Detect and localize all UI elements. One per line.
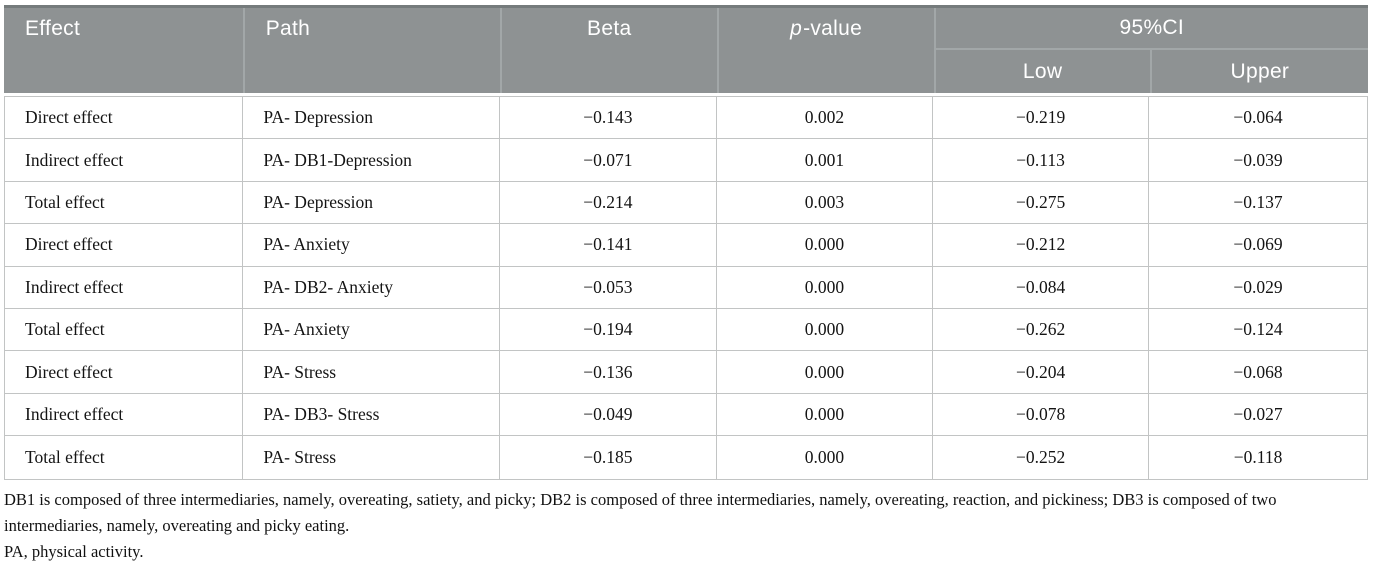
table-cell-p: 0.000: [716, 266, 934, 309]
table-cell-path: PA- Stress: [243, 351, 501, 394]
table-cell-beta: −0.136: [500, 351, 717, 394]
col-header-beta-label: Beta: [587, 17, 632, 40]
table-cell-low: −0.078: [933, 393, 1150, 437]
table-cell-upper: −0.069: [1149, 224, 1367, 267]
table-cell-upper: −0.137: [1149, 182, 1367, 225]
table-cell-beta: −0.053: [500, 266, 717, 309]
col-header-95ci: 95%CI: [933, 8, 1368, 50]
table-cell-p: 0.000: [716, 308, 934, 352]
footnote-db-definitions: DB1 is composed of three intermediaries,…: [4, 489, 1277, 535]
table-cell-p: 0.000: [716, 351, 934, 394]
table-cell-upper: −0.068: [1149, 351, 1367, 394]
col-header-path: Path: [242, 8, 500, 93]
table-cell-beta: −0.194: [500, 308, 717, 352]
table-cell-beta: −0.214: [500, 181, 717, 225]
col-header-upper-label: Upper: [1230, 59, 1290, 83]
table-cell-low: −0.212: [933, 224, 1150, 267]
table-cell-p: 0.000: [717, 436, 934, 479]
table-cell-effect: Indirect effect: [5, 393, 244, 437]
table-cell-path: PA- DB3- Stress: [243, 393, 501, 437]
table-cell-upper: −0.039: [1149, 139, 1367, 182]
table-cell-low: −0.219: [933, 97, 1150, 140]
table-cell-effect: Total effect: [5, 436, 244, 479]
table-cell-low: −0.204: [933, 351, 1150, 394]
table-cell-path: PA- Anxiety: [243, 224, 501, 267]
table-cell-beta: −0.071: [500, 139, 717, 182]
table-cell-effect: Total effect: [5, 308, 244, 352]
table-cell-effect: Direct effect: [5, 351, 244, 394]
col-header-low-label: Low: [1022, 59, 1063, 83]
table-cell-effect: Indirect effect: [5, 266, 244, 309]
col-header-effect-label: Effect: [25, 17, 81, 40]
table-cell-upper: −0.027: [1149, 394, 1367, 437]
table-cell-low: −0.113: [933, 139, 1150, 182]
table-cell-p: 0.003: [716, 181, 934, 225]
table-cell-upper: −0.124: [1149, 309, 1367, 352]
table-cell-beta: −0.049: [500, 393, 717, 437]
table-cell-beta: −0.143: [500, 97, 717, 140]
table-cell-effect: Direct effect: [5, 224, 244, 267]
col-header-beta: Beta: [499, 8, 717, 93]
col-header-effect: Effect: [4, 8, 243, 93]
table-cell-upper: −0.029: [1149, 267, 1367, 309]
col-header-95ci-label: 95%CI: [1119, 16, 1185, 39]
table-cell-path: PA- Depression: [243, 181, 501, 225]
table-cell-beta: −0.185: [500, 436, 717, 479]
col-header-p-value: p -value: [716, 8, 934, 93]
table-cell-effect: Indirect effect: [5, 139, 244, 182]
table-cell-low: −0.275: [933, 181, 1150, 225]
table-cell-effect: Direct effect: [5, 97, 244, 140]
table-cell-upper: −0.118: [1233, 446, 1283, 467]
table-cell-path: PA- Depression: [243, 97, 501, 140]
table-cell-low: −0.262: [933, 308, 1150, 352]
col-header-path-label: Path: [265, 17, 311, 40]
table-cell-effect: Total effect: [5, 181, 244, 225]
table-cell-path: PA- DB1-Depression: [243, 139, 501, 182]
table-cell-path: PA- Anxiety: [243, 308, 501, 352]
col-header-low: Low: [933, 50, 1150, 93]
table-footnotes: DB1 is composed of three intermediaries,…: [4, 487, 1372, 562]
col-header-upper: Upper: [1149, 50, 1368, 93]
footnote-pa-abbreviation: PA, physical activity.: [4, 541, 144, 561]
table-header: Effect Path Beta p -value 95%CI Low Upper: [4, 5, 1368, 93]
table-cell-p: 0.001: [716, 139, 934, 182]
col-header-p-rest: -value: [803, 17, 863, 40]
col-header-p-italic: p: [790, 17, 803, 40]
table-cell-path: PA- DB2- Anxiety: [243, 266, 501, 309]
table-cell-p: 0.000: [716, 224, 934, 267]
table-cell-p: 0.002: [716, 97, 934, 140]
table-cell-beta: −0.141: [500, 224, 717, 267]
table-cell-low: −0.252: [933, 436, 1150, 479]
table-body: Direct effect PA- Depression −0.143 0.00…: [4, 96, 1368, 480]
table-cell-path: PA- Stress: [243, 436, 501, 479]
table-cell-low: −0.084: [933, 266, 1150, 309]
table-cell-p: 0.000: [716, 393, 934, 437]
table-cell-upper: −0.064: [1149, 97, 1367, 140]
